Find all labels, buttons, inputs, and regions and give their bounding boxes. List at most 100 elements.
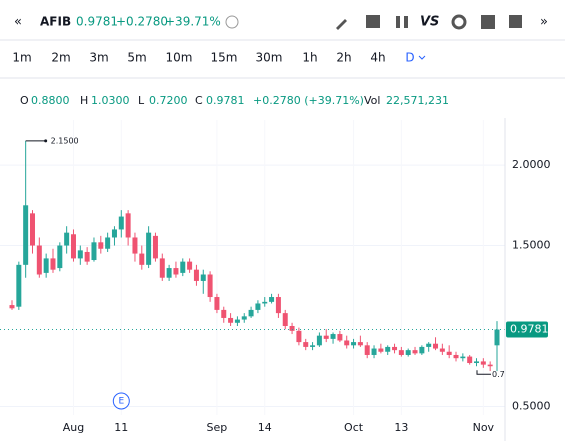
candle-body [275, 297, 281, 314]
candle-body [371, 348, 377, 355]
candle-body [412, 350, 418, 354]
candles-icon [404, 16, 408, 28]
expand-icon[interactable]: » [540, 15, 548, 30]
candle-body [228, 317, 234, 323]
candle-body [152, 235, 158, 259]
candle-body [439, 348, 445, 352]
timeframe-bar: 1m 2m 3m 5m 10m 15m 30m 1h 2h 4h D [12, 51, 426, 65]
x-tick-label: Sep [207, 421, 228, 434]
candle-body [474, 361, 480, 364]
candle-body [269, 297, 275, 302]
x-tick-label: 14 [258, 421, 272, 434]
candle-body [241, 316, 247, 320]
candle-body [125, 213, 131, 238]
change-pct: +39.71% [165, 15, 221, 29]
candle-body [207, 274, 213, 298]
high-marker-label: 2.1500 [51, 136, 79, 145]
layout-icon[interactable] [509, 15, 522, 28]
candle-body [50, 258, 56, 270]
timeframe[interactable]: 2m [51, 51, 70, 65]
y-tick-label: 1.5000 [512, 239, 551, 252]
legend-low: 0.7200 [149, 94, 188, 107]
settings-icon[interactable] [451, 14, 467, 30]
clock-icon[interactable] [225, 15, 239, 29]
x-tick-label: Nov [473, 421, 495, 434]
candle-body [296, 330, 302, 343]
x-tick-label: Oct [344, 421, 364, 434]
candle-body [378, 348, 384, 352]
candle-body [77, 250, 83, 259]
candle-body [234, 319, 240, 323]
legend-h-label: H [80, 94, 88, 107]
low-marker-label: 0.7 [492, 370, 505, 379]
timeframe[interactable]: 4h [370, 51, 385, 65]
candle-body [303, 342, 309, 347]
candle-body [84, 251, 90, 262]
candle-body [146, 232, 152, 265]
candle-body [289, 326, 295, 331]
timeframe[interactable]: 30m [256, 51, 283, 65]
candle-body [36, 245, 42, 275]
fullscreen-icon[interactable] [481, 15, 495, 29]
legend-change: +0.2780 (+39.71%) [253, 94, 364, 107]
candle-body [419, 346, 425, 354]
ohlc-legend: O 0.8800 H 1.0300 L 0.7200 C 0.9781 +0.2780 (+39… [20, 94, 449, 107]
event-marker[interactable] [112, 392, 130, 410]
timeframe[interactable]: D [405, 51, 414, 65]
timeframe[interactable]: 5m [127, 51, 146, 65]
candle-body [487, 364, 493, 367]
candle-body [323, 335, 329, 339]
candle-body [398, 350, 404, 355]
candle-body [337, 334, 343, 341]
timeframe[interactable]: 1h [302, 51, 317, 65]
candle-body [480, 361, 486, 365]
legend-o-label: O [20, 94, 29, 107]
candle-body [392, 346, 398, 351]
candle-body [357, 342, 363, 346]
candle-body [453, 354, 459, 359]
candle-body [70, 234, 76, 259]
candle-body [43, 258, 49, 273]
candle-body [98, 242, 104, 249]
candle-body [166, 268, 172, 278]
timeframe[interactable]: 3m [89, 51, 108, 65]
last-price-box [506, 321, 548, 338]
high-marker-dot [44, 139, 48, 143]
candle-body [139, 253, 145, 265]
candle-body [255, 303, 261, 310]
timeframe[interactable]: 10m [166, 51, 193, 65]
candle-body [446, 351, 452, 355]
change: +0.2780 [116, 15, 168, 29]
legend-volume: 22,571,231 [386, 94, 449, 107]
candle-body [405, 350, 411, 355]
legend-high: 1.0300 [91, 94, 130, 107]
legend-close: 0.9781 [206, 94, 245, 107]
candle-body [494, 329, 500, 346]
candle-body [344, 340, 350, 346]
candle-body [364, 345, 370, 355]
candles-icon[interactable] [396, 16, 400, 28]
event-marker-label: E [118, 397, 124, 407]
collapse-icon[interactable]: « [14, 15, 22, 30]
candle-body [187, 261, 193, 270]
candle-body [193, 269, 199, 281]
timeframe[interactable]: 1m [12, 51, 31, 65]
low-marker-line [476, 370, 491, 375]
candle-body [385, 346, 391, 352]
candle-body [316, 335, 322, 346]
candle-body [330, 334, 336, 339]
last-price-label: 0.9781 [510, 323, 549, 336]
draw-icon[interactable] [336, 19, 347, 30]
timeframe[interactable]: 2h [336, 51, 351, 65]
candle-body [221, 309, 227, 318]
candle-body [57, 245, 63, 269]
candle-body [132, 237, 138, 254]
timeframe[interactable]: 15m [211, 51, 238, 65]
chart-type-icon[interactable] [366, 15, 380, 28]
legend-vol-label: Vol [364, 94, 380, 107]
y-tick-label: 0.5000 [512, 399, 551, 412]
compare-icon[interactable]: VS [420, 15, 439, 30]
price: 0.9781 [76, 15, 118, 29]
candle-body [159, 258, 165, 278]
